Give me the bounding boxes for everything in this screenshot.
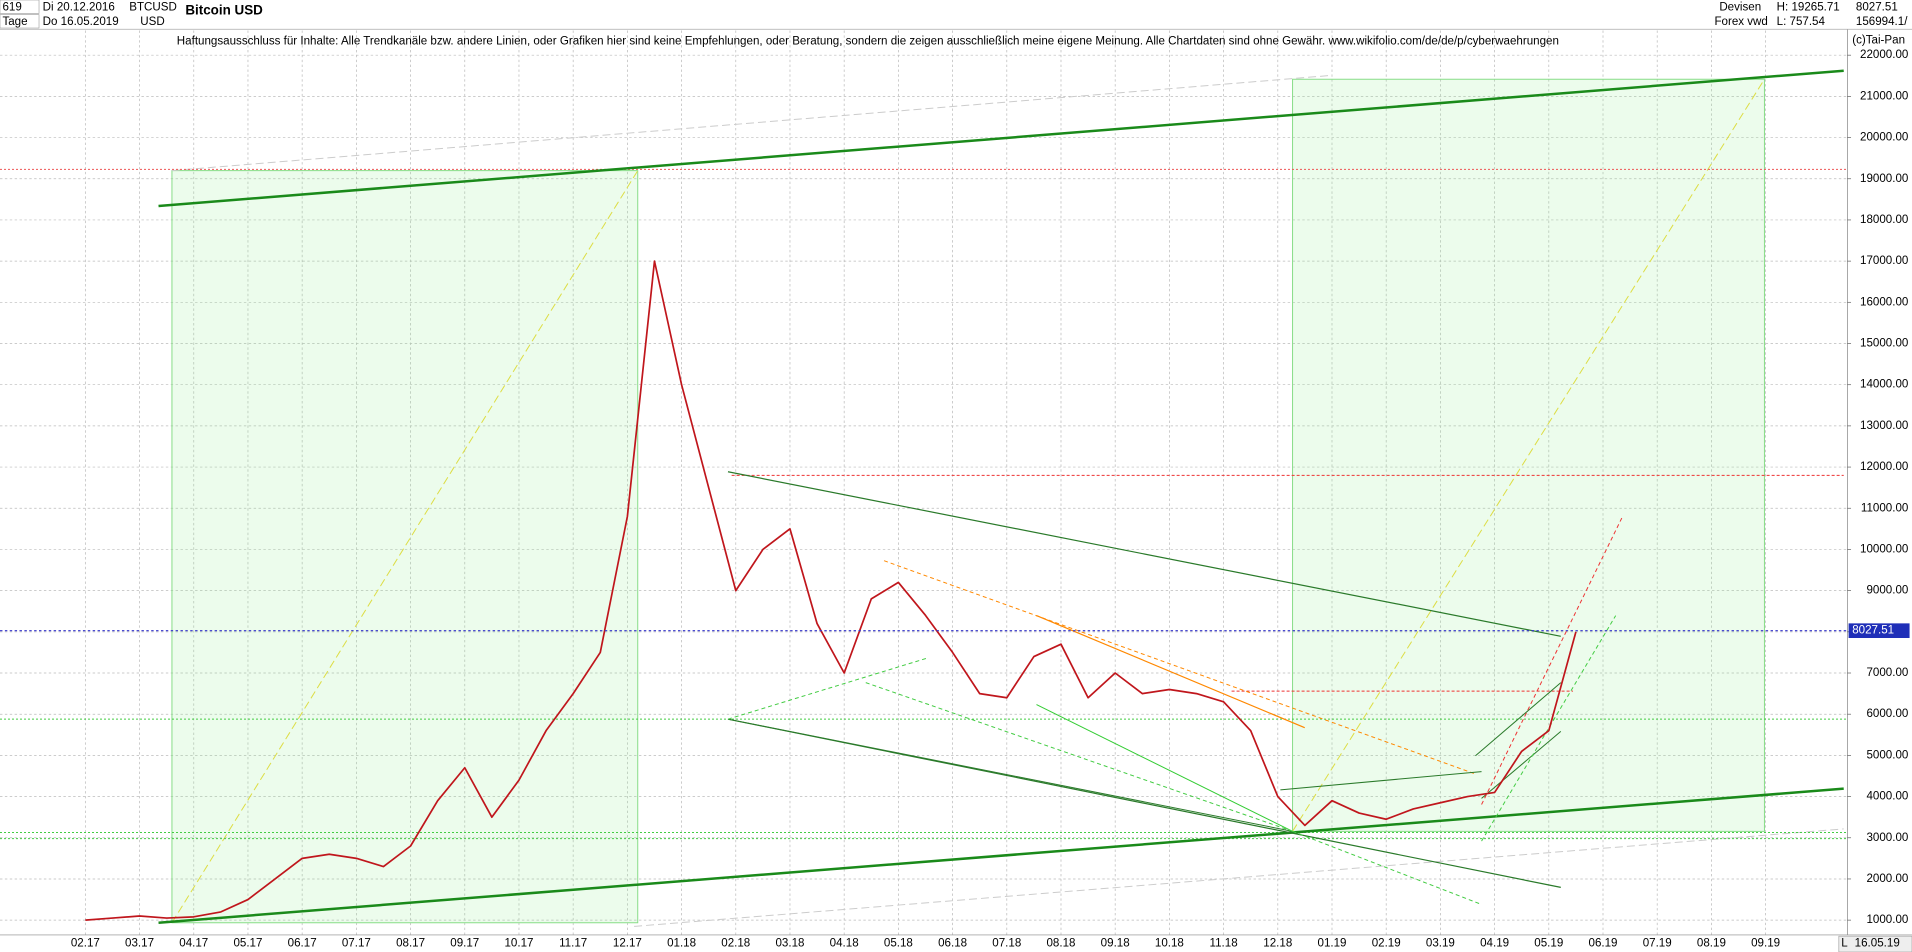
price-line xyxy=(85,260,1577,921)
x-tick-label: 05.17 xyxy=(233,938,262,950)
y-tick-label: 17000.00 xyxy=(1860,255,1908,267)
currency: USD xyxy=(140,16,164,28)
y-tick-label: 3000.00 xyxy=(1866,832,1908,844)
y-tick-label: 12000.00 xyxy=(1860,461,1908,473)
x-tick-label: 05.19 xyxy=(1534,938,1563,950)
x-tick-label: 02.18 xyxy=(721,938,750,950)
source: Forex vwd xyxy=(1714,16,1767,28)
trend-line xyxy=(1293,79,1765,831)
volume: 156994.1/ xyxy=(1856,16,1908,28)
y-tick-label: 6000.00 xyxy=(1866,708,1908,720)
y-tick-label: 19000.00 xyxy=(1860,173,1908,185)
end-date-label: 16.05.19 xyxy=(1855,938,1900,950)
trend-line xyxy=(1036,616,1304,728)
trend-line xyxy=(866,683,1293,832)
x-tick-label: 07.19 xyxy=(1643,938,1672,950)
period: Tage xyxy=(2,16,27,28)
trend-line xyxy=(172,76,1329,171)
trend-line xyxy=(1280,772,1481,790)
x-tick-label: 12.17 xyxy=(613,938,642,950)
x-tick-label: 09.18 xyxy=(1101,938,1130,950)
trend-line xyxy=(1482,616,1616,842)
x-tick-label: 03.17 xyxy=(125,938,154,950)
channel-line xyxy=(159,71,1844,206)
symbol: BTCUSD xyxy=(129,1,177,13)
x-tick-label: 06.18 xyxy=(938,938,967,950)
trend-line xyxy=(1482,731,1561,798)
x-tick-label: 03.18 xyxy=(775,938,804,950)
y-tick-label: 10000.00 xyxy=(1860,544,1908,556)
x-tick-label: 07.18 xyxy=(992,938,1021,950)
y-tick-label: 1000.00 xyxy=(1866,914,1908,926)
x-tick-label: 08.17 xyxy=(396,938,425,950)
y-tick-label: 5000.00 xyxy=(1866,749,1908,761)
x-tick-label: 11.17 xyxy=(559,938,587,950)
end-date: Do 16.05.2019 xyxy=(43,16,119,28)
scale-mode: L xyxy=(1841,938,1848,950)
period-box[interactable] xyxy=(0,14,40,29)
x-tick-label: 06.19 xyxy=(1589,938,1618,950)
x-tick-label: 08.18 xyxy=(1046,938,1075,950)
x-tick-label: 09.19 xyxy=(1751,938,1780,950)
trend-line xyxy=(728,719,1293,831)
y-tick-label: 11000.00 xyxy=(1861,502,1908,514)
trend-line xyxy=(1293,831,1482,904)
y-tick-label: 4000.00 xyxy=(1866,791,1908,803)
y-tick-label: 22000.00 xyxy=(1860,49,1908,61)
last-price-tag xyxy=(1848,623,1910,639)
plot xyxy=(0,260,1848,921)
x-tick-label: 08.19 xyxy=(1697,938,1726,950)
disclaimer: Haftungsausschluss für Inhalte: Alle Tre… xyxy=(177,36,1559,48)
last-price: 8027.51 xyxy=(1856,1,1898,13)
x-tick-label: 01.18 xyxy=(667,938,696,950)
count-box[interactable] xyxy=(0,0,40,14)
y-tick-label: 16000.00 xyxy=(1860,296,1908,308)
trend-line xyxy=(172,171,638,923)
x-tick-label: 06.17 xyxy=(288,938,317,950)
y-tick-label: 9000.00 xyxy=(1866,585,1908,597)
y-tick-label: 2000.00 xyxy=(1866,873,1908,885)
y-tick-label: 20000.00 xyxy=(1860,132,1908,144)
y-tick-label: 13000.00 xyxy=(1860,420,1908,432)
market: Devisen xyxy=(1719,1,1761,13)
x-tick-label: 02.17 xyxy=(71,938,100,950)
x-tick-label: 09.17 xyxy=(450,938,479,950)
last-price-tag-label: 8027.51 xyxy=(1852,625,1894,637)
channel-line xyxy=(728,472,1561,637)
trend-line xyxy=(634,829,1844,927)
y-tick-label: 21000.00 xyxy=(1860,90,1908,102)
x-tick-label: 04.19 xyxy=(1480,938,1509,950)
start-date: Di 20.12.2016 xyxy=(43,1,115,13)
trend-line xyxy=(1475,683,1560,756)
channel-line xyxy=(159,789,1844,923)
x-tick-label: 10.17 xyxy=(504,938,533,950)
annotations xyxy=(0,71,1847,927)
x-tick-label: 10.18 xyxy=(1155,938,1184,950)
y-tick-label: 14000.00 xyxy=(1860,379,1908,391)
x-tick-label: 04.17 xyxy=(179,938,208,950)
low: L: 757.54 xyxy=(1777,16,1826,28)
trend-line xyxy=(1036,705,1292,832)
y-tick-label: 7000.00 xyxy=(1866,667,1908,679)
x-tick-label: 03.19 xyxy=(1426,938,1455,950)
bar-count: 619 xyxy=(2,1,21,13)
x-tick-label: 07.17 xyxy=(342,938,371,950)
y-tick-label: 18000.00 xyxy=(1860,214,1908,226)
x-tick-label: 04.18 xyxy=(830,938,859,950)
x-tick-label: 01.19 xyxy=(1318,938,1347,950)
high: H: 19265.71 xyxy=(1777,1,1840,13)
x-tick-label: 05.18 xyxy=(884,938,913,950)
copyright: (c)Tai-Pan xyxy=(1852,34,1905,46)
y-tick-label: 15000.00 xyxy=(1860,338,1908,350)
x-tick-label: 11.18 xyxy=(1210,938,1238,950)
x-tick-label: 02.19 xyxy=(1372,938,1401,950)
x-tick-label: 12.18 xyxy=(1263,938,1292,950)
chart-title: Bitcoin USD xyxy=(185,3,263,18)
grid xyxy=(0,30,1848,935)
